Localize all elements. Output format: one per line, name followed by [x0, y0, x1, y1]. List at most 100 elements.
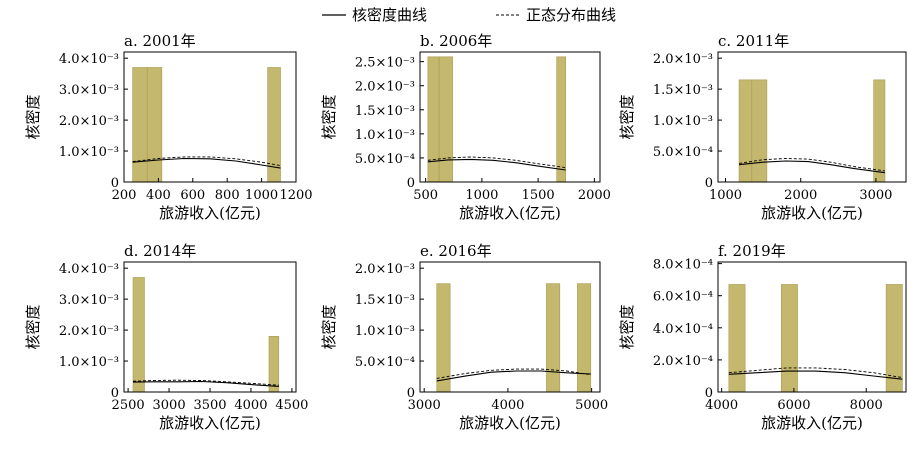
x-axis-label: 旅游收入(亿元) [761, 204, 863, 222]
y-tick-label: 1.0×10⁻³ [653, 114, 713, 129]
y-tick-label: 2.0×10⁻³ [653, 52, 713, 67]
x-tick-label: 800 [215, 188, 240, 203]
x-tick-label: 2000 [578, 188, 611, 203]
x-tick-label: 4000 [234, 398, 267, 413]
y-tick-label: 1.0×10⁻³ [59, 355, 119, 370]
y-tick-label: 6.0×10⁻⁴ [653, 290, 713, 305]
y-axis-label: 核密度 [618, 304, 636, 349]
x-tick-label: 500 [413, 188, 438, 203]
legend-normal-label: 正态分布曲线 [526, 6, 616, 24]
chart-panel-5: 3000 4000 5000 0 5.0×10⁻⁴ 1.0×10⁻³ 1.5×10⁻³ 2.0… [320, 242, 608, 432]
bar-2 [546, 283, 561, 393]
chart-panel-1: 200 400 600 800 1000 1200 0 1.0×10⁻³ 2.0×10⁻³ 3.0… [24, 32, 313, 222]
y-axis-label: 核密度 [320, 94, 338, 139]
y-tick-label: 2.0×10⁻⁴ [653, 354, 713, 369]
chart-title: e. 2016年 [420, 242, 492, 260]
bar-3 [556, 56, 566, 183]
chart-title: b. 2006年 [420, 32, 492, 50]
y-tick-label: 5.0×10⁻⁴ [653, 145, 713, 160]
y-tick-label: 4.0×10⁻³ [59, 52, 119, 67]
normal-curve [427, 156, 566, 169]
x-tick-label: 5000 [575, 398, 608, 413]
y-tick-label: 2.0×10⁻³ [355, 262, 415, 277]
x-tick-label: 1000 [245, 188, 278, 203]
plot-frame [717, 51, 907, 183]
y-tick-label: 1.0×10⁻³ [355, 324, 415, 339]
y-tick-label: 1.5×10⁻³ [355, 293, 415, 308]
x-tick-label: 1000 [465, 188, 498, 203]
y-tick-label: 0 [407, 176, 415, 191]
y-axis-label: 核密度 [24, 94, 42, 139]
bar-2 [438, 56, 453, 183]
x-tick-label: 1500 [522, 188, 555, 203]
bar-1 [728, 284, 746, 393]
y-tick-label: 8.0×10⁻⁴ [653, 258, 713, 273]
x-tick-label: 1000 [709, 188, 742, 203]
y-tick-label: 2.0×10⁻³ [355, 80, 415, 95]
bar-1 [738, 79, 753, 183]
plot-frame [419, 51, 601, 183]
x-tick-label: 4500 [275, 398, 308, 413]
y-tick-label: 0 [705, 386, 713, 401]
bar-2 [751, 79, 768, 183]
x-axis-label: 旅游收入(亿元) [159, 204, 261, 222]
bar-1 [436, 283, 451, 393]
bar-1 [132, 67, 148, 183]
normal-curve [436, 368, 591, 379]
kde-curve [739, 160, 885, 174]
x-tick-label: 2500 [112, 398, 145, 413]
chart-panel-3: 1000 2000 3000 0 5.0×10⁻⁴ 1.0×10⁻³ 1.5×10⁻³ 2.0… [618, 32, 907, 222]
y-tick-label: 2.0×10⁻³ [59, 114, 119, 129]
x-tick-label: 8000 [850, 398, 883, 413]
bar-2 [780, 284, 798, 393]
y-tick-label: 1.0×10⁻³ [59, 145, 119, 160]
x-tick-label: 400 [146, 188, 171, 203]
y-tick-label: 1.0×10⁻³ [355, 128, 415, 143]
plot-frame [419, 261, 601, 393]
y-tick-label: 2.0×10⁻³ [59, 324, 119, 339]
bar-3 [577, 283, 592, 393]
y-axis-label: 核密度 [24, 304, 42, 349]
bar-2 [146, 67, 163, 183]
bar-1 [132, 277, 145, 393]
y-axis-label: 核密度 [618, 94, 636, 139]
x-tick-label: 4000 [705, 398, 738, 413]
x-tick-label: 1200 [279, 188, 312, 203]
chart-title: d. 2014年 [124, 242, 196, 260]
y-axis-label: 核密度 [320, 304, 338, 349]
plot-frame [717, 261, 907, 393]
chart-title: c. 2011年 [718, 32, 789, 50]
y-tick-label: 0 [407, 386, 415, 401]
kde-curve [427, 158, 566, 171]
x-axis-label: 旅游收入(亿元) [761, 414, 863, 432]
plot-frame [123, 51, 297, 183]
chart-panel-2: 500 1000 1500 2000 0 5.0×10⁻⁴ 1.0×10⁻³ 1.5×10⁻³… [320, 32, 611, 222]
x-tick-label: 3000 [408, 398, 441, 413]
kde-curve [132, 157, 281, 169]
panels: 200 400 600 800 1000 120001.0×10⁻³2.0×10⁻³3.0… [24, 32, 907, 432]
y-tick-label: 5.0×10⁻⁴ [355, 152, 415, 167]
y-tick-label: 4.0×10⁻³ [59, 262, 119, 277]
bar-2 [268, 335, 280, 393]
legend: 核密度曲线 正态分布曲线 [322, 6, 616, 24]
y-tick-label: 0 [111, 176, 119, 191]
x-tick-label: 3000 [859, 188, 892, 203]
x-tick-label: 3000 [153, 398, 186, 413]
normal-curve [132, 156, 281, 167]
bar-1 [427, 56, 440, 183]
x-tick-label: 600 [180, 188, 205, 203]
y-tick-label: 4.0×10⁻⁴ [653, 322, 713, 337]
chart-title: f. 2019年 [718, 242, 786, 260]
x-tick-label: 2000 [784, 188, 817, 203]
x-axis-label: 旅游收入(亿元) [459, 414, 561, 432]
y-tick-label: 0 [111, 386, 119, 401]
x-tick-label: 3500 [193, 398, 226, 413]
kde-curve [132, 380, 279, 387]
x-axis-label: 旅游收入(亿元) [459, 204, 561, 222]
x-axis-label: 旅游收入(亿元) [159, 414, 261, 432]
y-tick-label: 1.5×10⁻³ [355, 104, 415, 119]
normal-curve [739, 158, 885, 172]
chart-panel-6: 4000 6000 8000 0 2.0×10⁻⁴ 4.0×10⁻⁴ 6.0×10⁻⁴ 8.0… [618, 242, 907, 432]
normal-curve [728, 367, 903, 379]
